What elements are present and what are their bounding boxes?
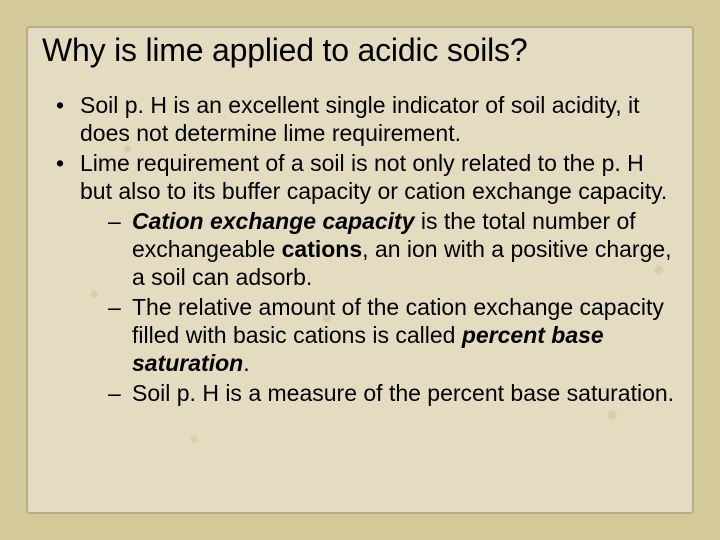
bullet-text: Lime requirement of a soil is not only r… — [80, 150, 667, 204]
bullet-item-1: Soil p. H is an excellent single indicat… — [56, 91, 678, 147]
slide-title: Why is lime applied to acidic soils? — [42, 32, 678, 69]
sub-text: Soil p. H is a measure of the percent ba… — [132, 380, 674, 406]
sub-bullet-item-2: The relative amount of the cation exchan… — [108, 293, 678, 377]
sub-bullet-list: Cation exchange capacity is the total nu… — [80, 207, 678, 407]
term-cec: Cation exchange capacity — [132, 208, 415, 234]
sub-bullet-item-3: Soil p. H is a measure of the percent ba… — [108, 379, 678, 407]
bullet-list: Soil p. H is an excellent single indicat… — [42, 91, 678, 408]
sub-text: . — [243, 350, 249, 376]
slide-frame: Why is lime applied to acidic soils? Soi… — [0, 0, 720, 540]
bullet-text: Soil p. H is an excellent single indicat… — [80, 92, 640, 146]
bullet-item-2: Lime requirement of a soil is not only r… — [56, 149, 678, 407]
slide-content: Why is lime applied to acidic soils? Soi… — [42, 32, 678, 508]
sub-bullet-item-1: Cation exchange capacity is the total nu… — [108, 207, 678, 291]
term-cations: cations — [282, 236, 363, 262]
